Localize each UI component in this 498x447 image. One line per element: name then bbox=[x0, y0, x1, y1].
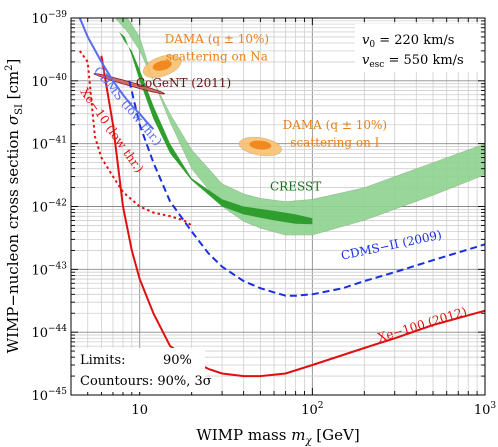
y-axis-title: WIMP−nucleon cross section σSI [cm2] bbox=[4, 59, 25, 354]
y-tick-label: 10−39 bbox=[31, 10, 67, 27]
label-cresst: CRESST bbox=[270, 179, 321, 193]
series-xe-100-2012 bbox=[100, 55, 485, 378]
y-tick-label: 10−45 bbox=[31, 387, 67, 404]
series-xe-10-low-thr bbox=[78, 50, 193, 227]
series-cdms-ii-2009 bbox=[128, 80, 485, 297]
y-tick-label: 10−41 bbox=[31, 136, 67, 153]
parameters-box: v0 = 220 km/s vesc = 550 km/s bbox=[355, 24, 480, 72]
label-scattering-on-na: scattering on Na bbox=[166, 50, 268, 64]
region-dama-q-10-scattering-on-na-inner bbox=[152, 60, 172, 71]
x-tick-label: 103 bbox=[474, 401, 497, 418]
label-xe-100-2012: Xe−100 (2012) bbox=[376, 304, 468, 344]
vesc-line: vesc = 550 km/s bbox=[362, 53, 464, 70]
exclusion-limits bbox=[78, 18, 485, 378]
legend-limits-value: 90% bbox=[163, 353, 192, 368]
axis-ticks: 10 102 103 10−39 10−40 10−41 10−42 10−43 10−44 10… bbox=[31, 10, 496, 418]
limits-legend: Limits: 90% Countours: 90%, 3σ bbox=[75, 348, 212, 392]
region-dama-q-10-scattering-on-i-inner bbox=[249, 140, 272, 150]
label-cdms-ii-2009: CDMS−II (2009) bbox=[340, 228, 443, 263]
y-tick-label: 10−44 bbox=[31, 324, 67, 341]
label-dama-q-10: DAMA (q ± 10%) bbox=[165, 32, 269, 46]
y-tick-label: 10−42 bbox=[31, 199, 67, 216]
x-tick-label: 102 bbox=[301, 401, 323, 418]
x-axis-title: WIMP mass mχ [GeV] bbox=[196, 426, 359, 447]
y-tick-label: 10−43 bbox=[31, 261, 67, 278]
legend-limits-label: Limits: bbox=[80, 353, 126, 368]
legend-contours: Countours: 90%, 3σ bbox=[80, 374, 212, 389]
region-cresst-outer bbox=[110, 18, 485, 236]
x-tick-label: 10 bbox=[131, 403, 148, 418]
v0-line: v0 = 220 km/s bbox=[362, 33, 454, 50]
label-cogent-2011: CoGeNT (2011) bbox=[136, 76, 231, 90]
series-cdms-low-thr bbox=[78, 18, 155, 130]
label-dama-q-10: DAMA (q ± 10%) bbox=[283, 118, 387, 132]
y-tick-label: 10−40 bbox=[31, 73, 67, 90]
label-scattering-on-i: scattering on I bbox=[290, 136, 379, 150]
